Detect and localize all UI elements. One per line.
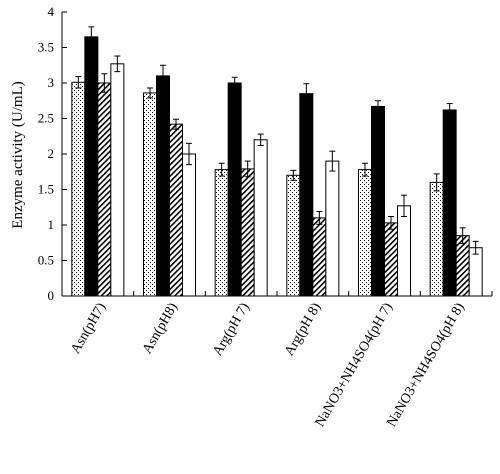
error-bar-2-1 — [88, 26, 95, 48]
x-category-label: NaNO3+NH4SO4(pH 7) — [313, 300, 396, 429]
error-bar-2-3 — [231, 76, 238, 90]
bar-4-5 — [397, 205, 411, 297]
bar-1-1 — [71, 81, 86, 297]
bar-3-1 — [97, 82, 112, 297]
bar-2-2 — [156, 75, 170, 297]
bar-3-2 — [169, 123, 183, 297]
x-category-label: Asn(pH7) — [68, 300, 109, 356]
error-bar-1-2 — [147, 87, 153, 99]
error-bar-3-2 — [173, 118, 179, 130]
error-bar-1-6 — [433, 173, 440, 192]
error-bar-3-3 — [244, 160, 251, 178]
x-category-label: Arg(pH 7) — [210, 300, 252, 358]
bar-4-4 — [325, 160, 340, 297]
bar-2-6 — [442, 109, 457, 297]
bar-3-6 — [455, 235, 470, 297]
bar-4-2 — [182, 153, 196, 297]
error-bar-1-5 — [362, 162, 368, 177]
bar-2-1 — [84, 36, 99, 297]
bar-4-6 — [468, 247, 483, 297]
y-tick-label: 3 — [48, 75, 55, 90]
x-category-label: Asn(pH8) — [140, 300, 181, 356]
bar-3-3 — [240, 168, 255, 297]
bar-2-5 — [371, 105, 385, 297]
error-bar-4-4 — [329, 150, 336, 172]
x-category-label: Arg(pH 8) — [282, 300, 324, 358]
y-tick-label: 4 — [48, 4, 55, 19]
y-axis-title: Enzyme activity (U/mL) — [10, 81, 26, 228]
error-bar-4-2 — [186, 142, 192, 166]
error-bar-1-4 — [290, 169, 297, 181]
bar-3-5 — [384, 222, 398, 297]
bar-1-4 — [286, 174, 301, 297]
error-bar-2-2 — [160, 64, 166, 88]
y-tick-label: 3.5 — [38, 40, 54, 55]
y-tick-label: 2 — [48, 146, 55, 161]
error-bar-2-6 — [446, 103, 453, 117]
error-bar-3-4 — [316, 211, 323, 225]
error-bar-3-6 — [459, 227, 466, 244]
bar-1-3 — [214, 169, 229, 297]
bar-3-4 — [312, 217, 327, 297]
y-tick-label: 0 — [48, 288, 55, 303]
error-bar-4-6 — [472, 240, 479, 255]
y-tick-label: 0.5 — [38, 253, 54, 268]
error-bar-1-3 — [218, 162, 225, 177]
error-bar-4-1 — [114, 55, 121, 73]
bar-2-4 — [299, 93, 314, 297]
error-bar-2-4 — [303, 83, 310, 105]
bar-4-1 — [110, 63, 125, 297]
error-bar-1-1 — [75, 76, 82, 89]
bar-4-3 — [253, 139, 268, 297]
x-category-label: NaNO3+NH4SO4(pH 8) — [384, 300, 467, 429]
bar-1-5 — [358, 169, 372, 297]
error-bar-3-5 — [388, 215, 394, 230]
bar-1-2 — [143, 92, 157, 297]
error-bar-3-1 — [101, 73, 108, 93]
bar-2-3 — [227, 82, 242, 297]
bar-1-6 — [429, 181, 444, 297]
error-bar-4-5 — [401, 194, 407, 217]
y-tick-label: 1 — [48, 217, 55, 232]
y-tick-label: 1.5 — [38, 182, 54, 197]
error-bar-4-3 — [257, 133, 264, 146]
y-tick-label: 2.5 — [38, 111, 54, 126]
error-bar-2-5 — [375, 100, 381, 113]
